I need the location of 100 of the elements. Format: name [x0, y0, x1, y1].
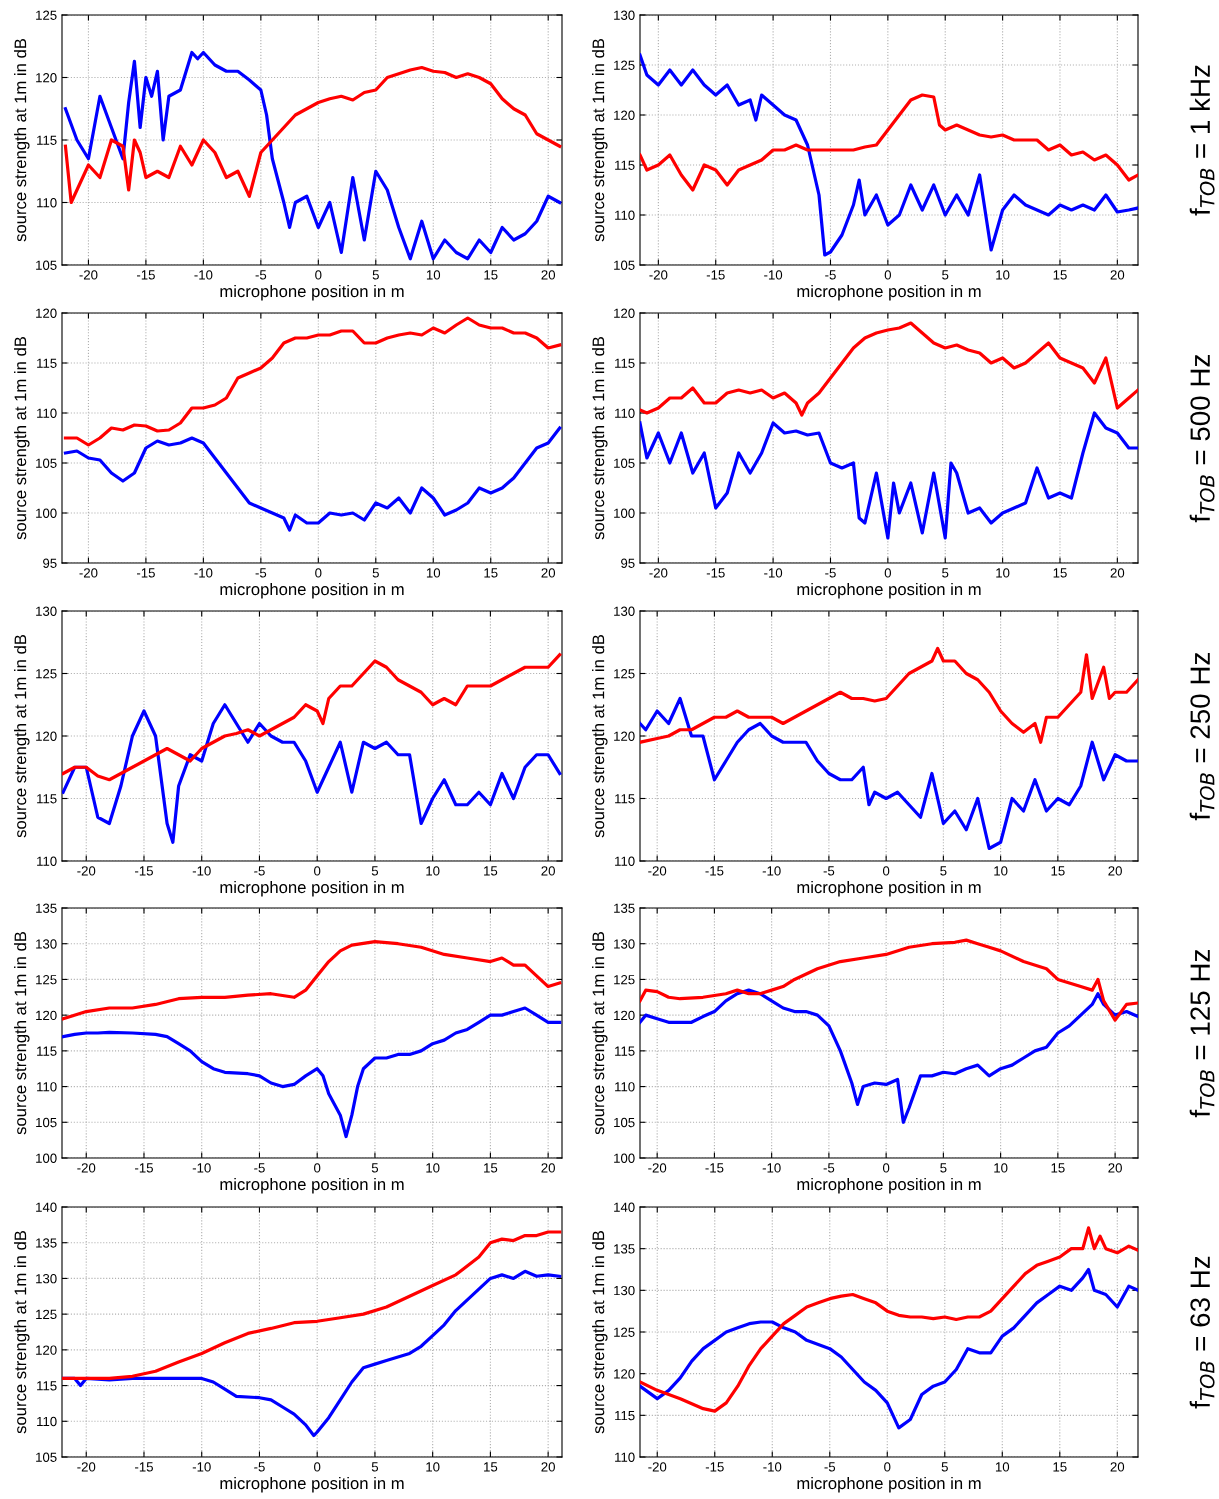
- x-tick-label: 20: [1108, 866, 1122, 876]
- x-tick-label: 5: [371, 1163, 379, 1173]
- x-axis-title: microphone position in m: [797, 1476, 981, 1493]
- line-series: [62, 1006, 562, 1139]
- x-tick-label: 15: [484, 866, 498, 876]
- y-axis-title: source strength at 1m in dB: [14, 38, 30, 242]
- x-tick-label: -15: [705, 1163, 724, 1173]
- x-tick-label: -5: [825, 270, 836, 280]
- y-tick-label: 100: [614, 508, 635, 518]
- y-axis-title: source strength at 1m in dB: [14, 1230, 30, 1434]
- x-tick-label: -10: [194, 568, 213, 578]
- x-tick-label: 0: [882, 1163, 890, 1173]
- y-tick-label: 115: [615, 1046, 635, 1056]
- y-tick-label: 130: [614, 939, 635, 949]
- y-tick-label: 95: [43, 558, 57, 568]
- x-tick-label: -10: [192, 1462, 211, 1472]
- y-tick-label: 100: [36, 508, 57, 518]
- line-series: [640, 93, 1138, 192]
- x-tick-label: 0: [884, 1462, 891, 1472]
- y-tick-label: 115: [615, 794, 635, 804]
- x-tick-label: -15: [135, 1462, 153, 1472]
- x-tick-label: 5: [371, 1462, 379, 1472]
- y-tick-label: 140: [614, 1202, 635, 1212]
- y-tick-label: 110: [615, 856, 635, 866]
- y-tick-label: 125: [614, 669, 635, 679]
- x-tick-label: 20: [1110, 568, 1125, 578]
- x-tick-label: 20: [541, 1462, 555, 1472]
- y-tick-label: 125: [36, 669, 57, 679]
- x-tick-label: -20: [77, 866, 96, 876]
- x-tick-label: -20: [79, 270, 98, 280]
- y-tick-label: 120: [36, 1345, 57, 1355]
- y-tick-label: 105: [614, 260, 635, 270]
- text: f$_{TOB}$ = 500 Hz: [1189, 355, 1215, 523]
- y-tick-label: 140: [36, 1202, 57, 1212]
- y-axis-title: source strength at 1m in dB: [592, 634, 608, 838]
- line-series: [640, 411, 1138, 540]
- x-tick-label: 15: [1053, 568, 1067, 578]
- y-tick-label: 105: [36, 1452, 57, 1462]
- x-tick-label: -10: [192, 866, 211, 876]
- x-axis-title: microphone position in m: [220, 880, 404, 897]
- x-tick-label: 10: [426, 866, 440, 876]
- x-tick-label: -20: [649, 568, 668, 578]
- x-tick-label: -15: [705, 1462, 724, 1472]
- x-axis-title: microphone position in m: [220, 1476, 404, 1493]
- x-tick-label: -20: [649, 270, 668, 280]
- x-tick-label: -15: [706, 270, 725, 280]
- x-tick-label: 0: [884, 270, 892, 280]
- y-tick-label: 125: [614, 975, 635, 985]
- y-tick-label: 100: [614, 1153, 635, 1163]
- y-axis-title: source strength at 1m in dB: [592, 1230, 608, 1434]
- x-tick-label: 10: [426, 1163, 440, 1173]
- x-tick-label: -5: [255, 568, 267, 578]
- x-tick-label: -15: [135, 866, 153, 876]
- y-tick-label: 105: [36, 1117, 57, 1128]
- x-tick-label: -10: [762, 866, 781, 876]
- x-tick-label: 20: [1108, 1163, 1122, 1173]
- x-tick-label: 15: [1053, 270, 1067, 280]
- x-axis-title: microphone position in m: [797, 1177, 981, 1194]
- y-axis-title: source strength at 1m in dB: [592, 931, 608, 1135]
- x-axis-title: microphone position in m: [797, 880, 981, 897]
- line-series: [63, 65, 562, 205]
- x-tick-label: 20: [541, 568, 556, 578]
- x-tick-label: -20: [79, 568, 98, 578]
- x-axis-title: microphone position in m: [220, 1177, 404, 1194]
- x-tick-label: 0: [884, 568, 892, 578]
- x-tick-label: 5: [940, 866, 947, 876]
- x-tick-label: -5: [254, 1163, 265, 1173]
- y-tick-label: 120: [36, 308, 57, 318]
- y-tick-label: 110: [37, 856, 57, 866]
- x-tick-label: 10: [994, 866, 1008, 876]
- x-tick-label: -5: [823, 866, 835, 876]
- y-tick-label: 110: [37, 1082, 57, 1092]
- y-tick-label: 130: [36, 606, 57, 616]
- y-tick-label: 105: [614, 1117, 635, 1128]
- y-tick-label: 120: [36, 1010, 57, 1021]
- y-axis-title: source strength at 1m in dB: [592, 336, 608, 540]
- line-series: [640, 646, 1138, 744]
- text: f$_{TOB}$ = 63 Hz: [1189, 1256, 1215, 1409]
- x-tick-label: -5: [823, 1163, 835, 1173]
- y-tick-label: 110: [615, 210, 635, 220]
- x-tick-label: -10: [194, 270, 213, 280]
- x-tick-label: -20: [77, 1462, 96, 1472]
- x-axis-title: microphone position in m: [797, 582, 981, 599]
- text: f$_{TOB}$ = 1 kHz: [1189, 65, 1215, 216]
- x-axis-title: microphone position in m: [220, 284, 404, 301]
- x-axis-title: microphone position in m: [797, 284, 981, 301]
- y-tick-label: 130: [614, 1285, 635, 1296]
- line-series: [640, 53, 1138, 257]
- line-series: [62, 653, 562, 782]
- y-tick-label: 120: [614, 308, 635, 318]
- x-tick-label: 5: [372, 270, 379, 280]
- line-series: [640, 938, 1138, 1022]
- x-tick-label: -20: [77, 1163, 96, 1173]
- x-tick-label: 15: [1051, 1163, 1065, 1173]
- x-tick-label: -5: [254, 1462, 265, 1472]
- x-tick-label: 0: [314, 1163, 321, 1173]
- y-tick-label: 120: [614, 1369, 635, 1379]
- y-tick-label: 110: [37, 408, 57, 418]
- x-tick-label: 0: [315, 270, 322, 280]
- x-tick-label: 5: [372, 568, 379, 578]
